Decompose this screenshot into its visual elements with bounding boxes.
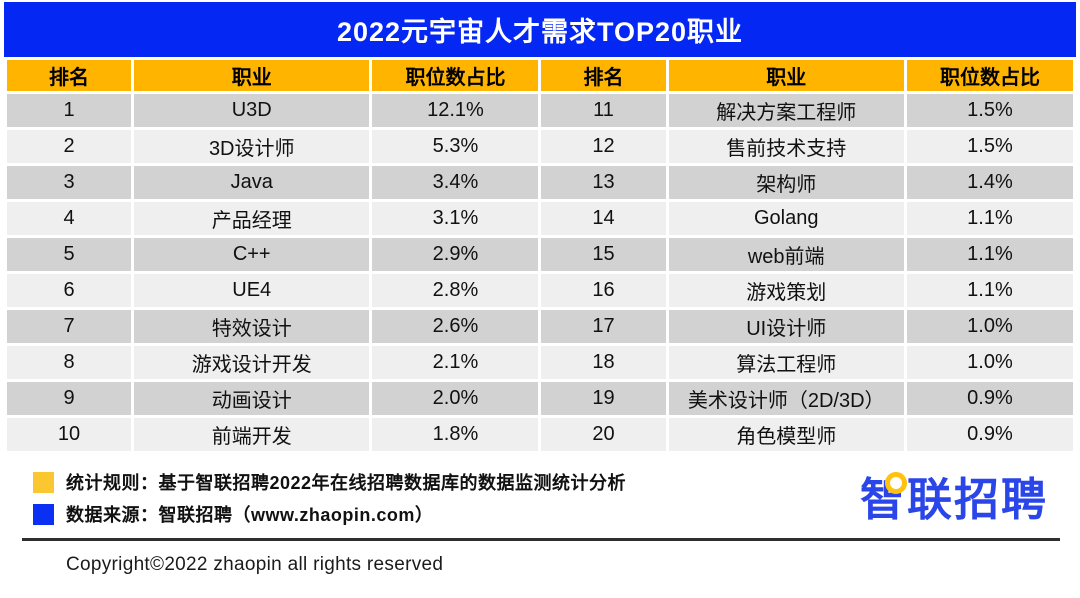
table-cell: 12 bbox=[541, 130, 666, 163]
table-cell: 3D设计师 bbox=[134, 130, 370, 163]
table-cell: Java bbox=[134, 166, 370, 199]
table-cell: 前端开发 bbox=[134, 418, 370, 451]
rank-table: 排名 职业 职位数占比 排名 职业 职位数占比 1 U3D 12.1% 11 解决方案工程师 1.5… bbox=[4, 57, 1076, 454]
column-header: 职业 bbox=[668, 60, 904, 91]
legend-item: 统计规则：基于智联招聘2022年在线招聘数据库的数据监测统计分析 bbox=[33, 471, 1076, 493]
table-cell: 动画设计 bbox=[134, 382, 370, 415]
column-header: 排名 bbox=[7, 60, 132, 91]
table-cell: 15 bbox=[541, 238, 666, 271]
legend: 统计规则：基于智联招聘2022年在线招聘数据库的数据监测统计分析 数据来源：智联招… bbox=[33, 471, 1076, 525]
table-cell: 19 bbox=[541, 382, 666, 415]
table-cell: 5.3% bbox=[372, 130, 539, 163]
table-cell: U3D bbox=[134, 94, 370, 127]
table-cell: 1.1% bbox=[906, 238, 1073, 271]
table-cell: Golang bbox=[668, 202, 904, 235]
table-cell: 1.4% bbox=[906, 166, 1073, 199]
column-header: 职位数占比 bbox=[906, 60, 1073, 91]
footer: 统计规则：基于智联招聘2022年在线招聘数据库的数据监测统计分析 数据来源：智联招… bbox=[4, 471, 1076, 525]
table-row: 2 3D设计师 5.3% 12 售前技术支持 1.5% bbox=[7, 130, 1073, 163]
page-title: 2022元宇宙人才需求TOP20职业 bbox=[336, 17, 744, 47]
table-cell: 2.9% bbox=[372, 238, 539, 271]
table-row: 6 UE4 2.8% 16 游戏策划 1.1% bbox=[7, 274, 1073, 307]
legend-swatch-icon bbox=[33, 471, 54, 493]
table-cell: 游戏设计开发 bbox=[134, 346, 370, 379]
table-cell: 7 bbox=[7, 310, 132, 343]
column-header: 排名 bbox=[541, 60, 666, 91]
table-cell: 2 bbox=[7, 130, 132, 163]
table-cell: 算法工程师 bbox=[668, 346, 904, 379]
column-header: 职业 bbox=[134, 60, 370, 91]
table-cell: web前端 bbox=[668, 238, 904, 271]
legend-item: 数据来源：智联招聘（www.zhaopin.com） bbox=[33, 503, 1076, 525]
logo-bubble-icon bbox=[884, 472, 907, 494]
table-cell: 2.0% bbox=[372, 382, 539, 415]
table-cell: C++ bbox=[134, 238, 370, 271]
header-row: 排名 职业 职位数占比 排名 职业 职位数占比 bbox=[7, 60, 1073, 91]
table-cell: 18 bbox=[541, 346, 666, 379]
table-row: 5 C++ 2.9% 15 web前端 1.1% bbox=[7, 238, 1073, 271]
table-cell: 3 bbox=[7, 166, 132, 199]
table-row: 4 产品经理 3.1% 14 Golang 1.1% bbox=[7, 202, 1073, 235]
table-cell: 1.5% bbox=[906, 94, 1073, 127]
table-cell: 美术设计师（2D/3D） bbox=[668, 382, 904, 415]
zhaopin-logo: 智联招聘 bbox=[860, 472, 1048, 522]
table-row: 8 游戏设计开发 2.1% 18 算法工程师 1.0% bbox=[7, 346, 1073, 379]
legend-label: 统计规则：基于智联招聘2022年在线招聘数据库的数据监测统计分析 bbox=[66, 473, 627, 493]
table-cell: 2.8% bbox=[372, 274, 539, 307]
table-cell: 5 bbox=[7, 238, 132, 271]
table-cell: 3.1% bbox=[372, 202, 539, 235]
table-cell: 6 bbox=[7, 274, 132, 307]
table-cell: 16 bbox=[541, 274, 666, 307]
table-cell: UE4 bbox=[134, 274, 370, 307]
table-cell: 17 bbox=[541, 310, 666, 343]
column-header: 职位数占比 bbox=[372, 60, 539, 91]
table-cell: 1.0% bbox=[906, 346, 1073, 379]
table-row: 7 特效设计 2.6% 17 UI设计师 1.0% bbox=[7, 310, 1073, 343]
divider bbox=[22, 538, 1060, 541]
table-cell: 0.9% bbox=[906, 382, 1073, 415]
table-cell: 10 bbox=[7, 418, 132, 451]
table-cell: 20 bbox=[541, 418, 666, 451]
table-cell: 1 bbox=[7, 94, 132, 127]
table-cell: 2.1% bbox=[372, 346, 539, 379]
table-cell: 13 bbox=[541, 166, 666, 199]
table-row: 9 动画设计 2.0% 19 美术设计师（2D/3D） 0.9% bbox=[7, 382, 1073, 415]
table-row: 1 U3D 12.1% 11 解决方案工程师 1.5% bbox=[7, 94, 1073, 127]
table-cell: 游戏策划 bbox=[668, 274, 904, 307]
table-row: 3 Java 3.4% 13 架构师 1.4% bbox=[7, 166, 1073, 199]
table-cell: 0.9% bbox=[906, 418, 1073, 451]
table-cell: 1.1% bbox=[906, 274, 1073, 307]
table-cell: 售前技术支持 bbox=[668, 130, 904, 163]
title-bar: 2022元宇宙人才需求TOP20职业 bbox=[4, 2, 1076, 57]
table-cell: 12.1% bbox=[372, 94, 539, 127]
table-cell: 1.8% bbox=[372, 418, 539, 451]
table-cell: 3.4% bbox=[372, 166, 539, 199]
table-cell: 产品经理 bbox=[134, 202, 370, 235]
table-cell: 1.1% bbox=[906, 202, 1073, 235]
table-cell: 解决方案工程师 bbox=[668, 94, 904, 127]
table-cell: 特效设计 bbox=[134, 310, 370, 343]
table-cell: 角色模型师 bbox=[668, 418, 904, 451]
table-cell: 1.5% bbox=[906, 130, 1073, 163]
copyright-text: Copyright©2022 zhaopin all rights reserv… bbox=[66, 554, 444, 575]
table-cell: 8 bbox=[7, 346, 132, 379]
table-cell: 11 bbox=[541, 94, 666, 127]
table-cell: 2.6% bbox=[372, 310, 539, 343]
table-cell: 4 bbox=[7, 202, 132, 235]
table-cell: 1.0% bbox=[906, 310, 1073, 343]
table-cell: 9 bbox=[7, 382, 132, 415]
table-cell: 架构师 bbox=[668, 166, 904, 199]
legend-label: 数据来源：智联招聘（www.zhaopin.com） bbox=[66, 505, 434, 525]
legend-swatch-icon bbox=[33, 503, 54, 525]
table-cell: UI设计师 bbox=[668, 310, 904, 343]
table-cell: 14 bbox=[541, 202, 666, 235]
table-row: 10 前端开发 1.8% 20 角色模型师 0.9% bbox=[7, 418, 1073, 451]
